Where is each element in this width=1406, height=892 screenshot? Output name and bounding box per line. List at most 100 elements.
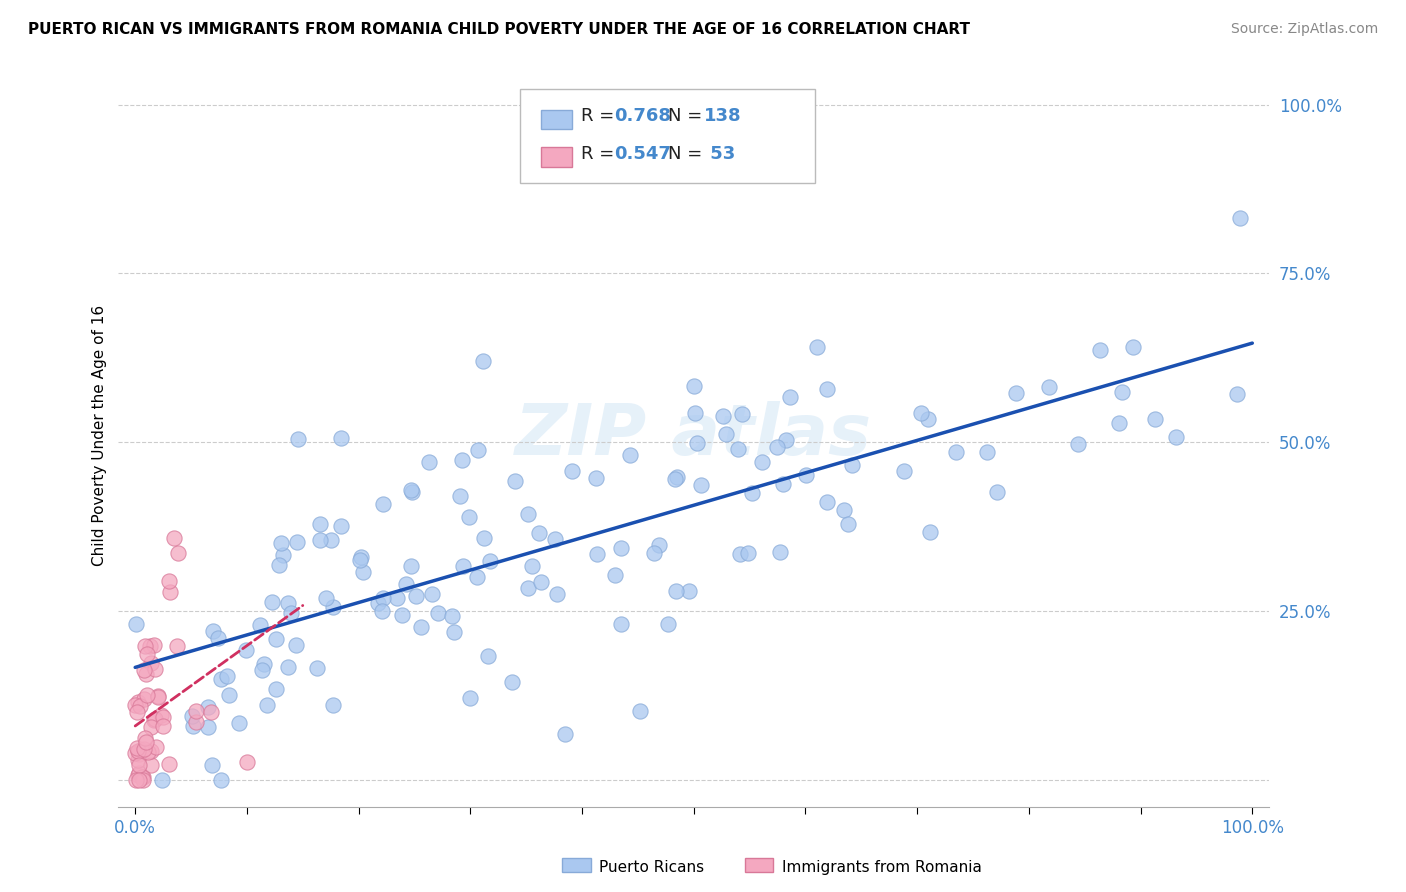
- Point: [477, 649, 499, 664]
- Point: [141, 758, 163, 772]
- Point: [815, 495, 838, 509]
- Text: 53: 53: [704, 145, 735, 162]
- Point: [228, 716, 250, 731]
- Point: [181, 709, 204, 723]
- Point: [124, 746, 146, 760]
- Point: [197, 700, 219, 714]
- Point: [522, 558, 544, 573]
- Point: [471, 354, 494, 368]
- Point: [443, 625, 465, 640]
- Point: [136, 688, 159, 702]
- Point: [544, 532, 567, 546]
- Point: [136, 745, 159, 759]
- Point: [218, 688, 240, 702]
- Point: [1108, 416, 1130, 430]
- Point: [141, 720, 163, 734]
- Point: [741, 486, 763, 500]
- Point: [516, 508, 538, 522]
- Text: Immigrants from Romania: Immigrants from Romania: [782, 860, 981, 875]
- Point: [135, 735, 157, 749]
- Point: [184, 714, 207, 729]
- Point: [197, 720, 219, 734]
- Point: [134, 639, 156, 653]
- Point: [449, 489, 471, 503]
- Point: [711, 409, 734, 423]
- Point: [427, 606, 450, 620]
- Point: [683, 406, 706, 420]
- Point: [329, 519, 352, 533]
- Point: [287, 432, 309, 446]
- Point: [643, 546, 665, 560]
- Point: [841, 458, 863, 472]
- Point: [678, 584, 700, 599]
- Point: [131, 771, 153, 785]
- Point: [256, 698, 278, 712]
- Point: [401, 484, 423, 499]
- Point: [391, 607, 413, 622]
- Point: [832, 503, 855, 517]
- Point: [159, 584, 181, 599]
- Point: [142, 638, 165, 652]
- Point: [367, 597, 389, 611]
- Point: [395, 576, 418, 591]
- Point: [308, 533, 330, 548]
- Point: [315, 591, 337, 605]
- Point: [728, 547, 751, 561]
- Point: [628, 705, 651, 719]
- Point: [152, 772, 174, 787]
- Point: [264, 632, 287, 646]
- Point: [132, 663, 155, 677]
- Point: [157, 574, 180, 588]
- Point: [127, 695, 149, 709]
- Point: [264, 681, 287, 696]
- Point: [815, 382, 838, 396]
- Point: [610, 617, 633, 632]
- Point: [465, 570, 488, 584]
- Point: [127, 768, 149, 782]
- Point: [128, 747, 150, 762]
- Point: [163, 531, 186, 545]
- Point: [146, 690, 169, 705]
- Point: [322, 600, 344, 615]
- Point: [976, 445, 998, 459]
- Point: [166, 640, 188, 654]
- Point: [772, 477, 794, 491]
- Point: [775, 433, 797, 447]
- Point: [479, 554, 502, 568]
- Point: [1038, 380, 1060, 394]
- Point: [1088, 343, 1111, 357]
- Point: [546, 586, 568, 600]
- Point: [134, 731, 156, 745]
- Point: [132, 692, 155, 706]
- Point: [125, 706, 148, 720]
- Point: [893, 464, 915, 478]
- Point: [619, 448, 641, 462]
- Text: ZIP atlas: ZIP atlas: [515, 401, 872, 470]
- Point: [181, 719, 204, 733]
- Point: [683, 379, 706, 393]
- Point: [806, 340, 828, 354]
- Point: [202, 624, 225, 638]
- Point: [319, 533, 342, 547]
- Point: [145, 740, 167, 755]
- Point: [917, 412, 939, 426]
- Point: [152, 710, 174, 724]
- Point: [124, 698, 146, 713]
- Point: [501, 674, 523, 689]
- Point: [209, 772, 232, 787]
- Point: [737, 546, 759, 560]
- Point: [270, 535, 292, 549]
- Point: [451, 558, 474, 573]
- Point: [236, 755, 259, 769]
- Text: N =: N =: [668, 145, 707, 162]
- Point: [129, 698, 152, 713]
- Point: [399, 483, 422, 497]
- Point: [610, 541, 633, 555]
- Point: [371, 604, 394, 618]
- Point: [1229, 211, 1251, 226]
- Point: [554, 727, 576, 741]
- Point: [131, 772, 153, 787]
- Text: Source: ZipAtlas.com: Source: ZipAtlas.com: [1230, 22, 1378, 37]
- Point: [561, 464, 583, 478]
- Point: [769, 545, 792, 559]
